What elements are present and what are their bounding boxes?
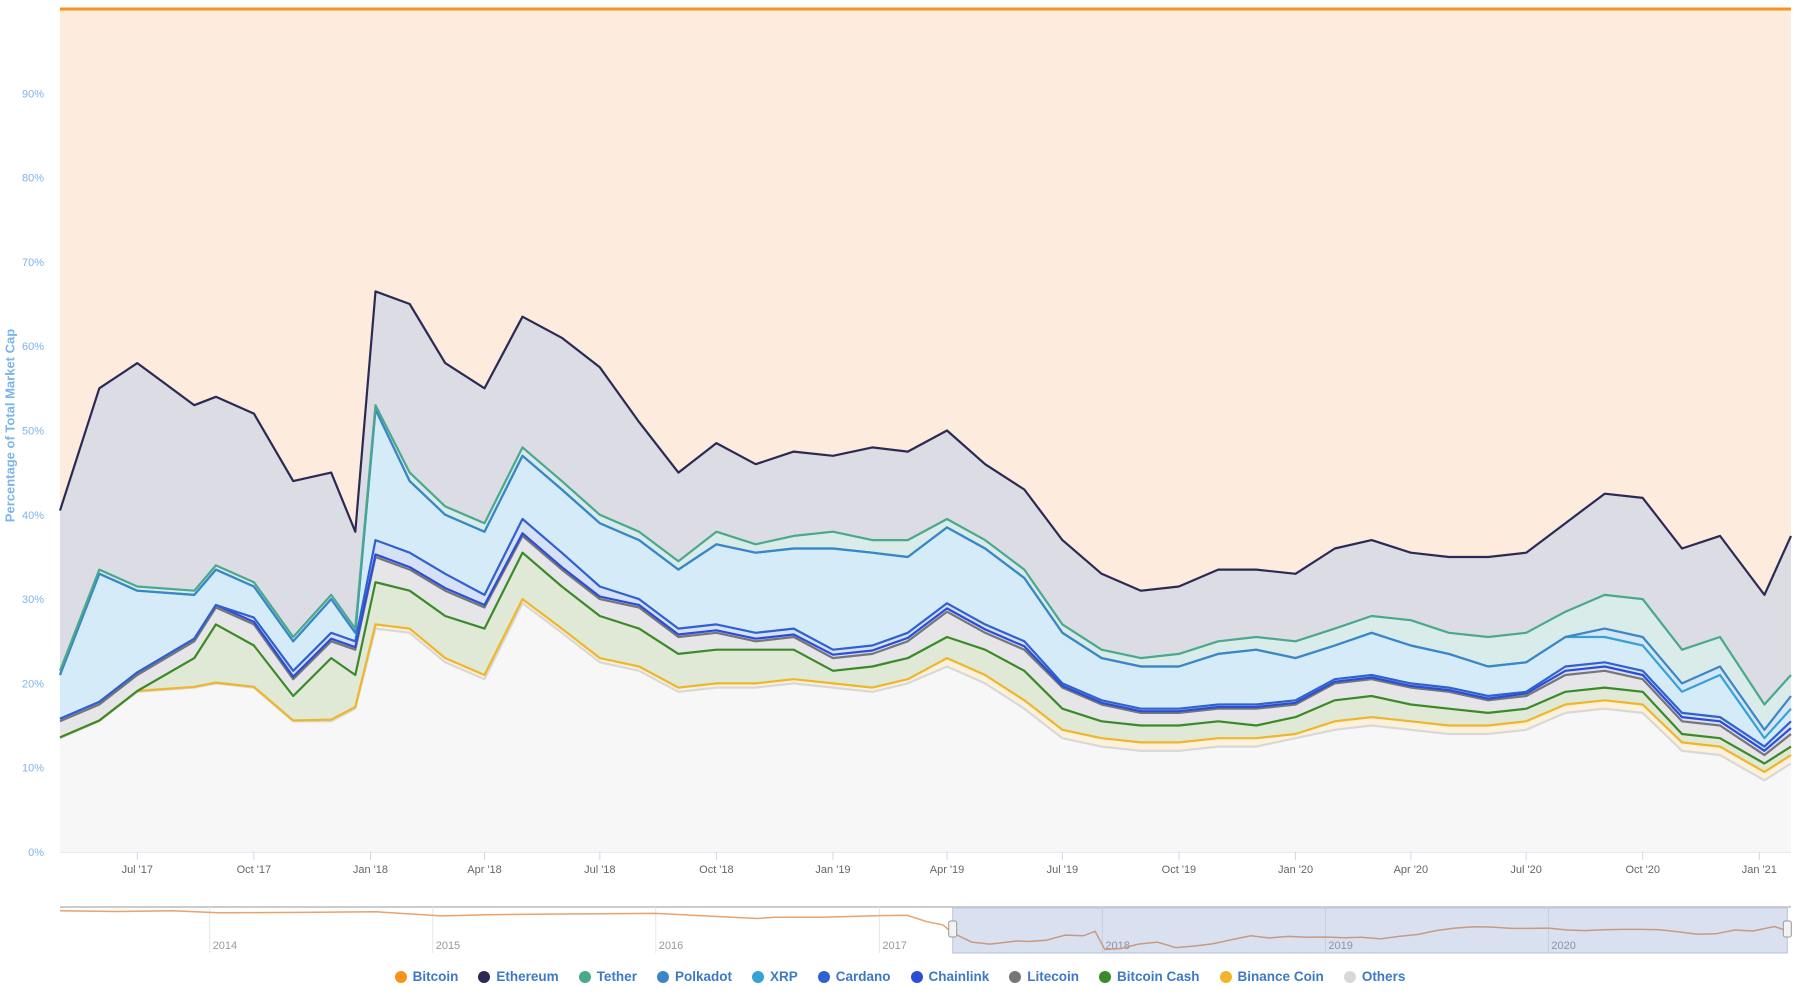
x-tick-label: Oct '19 [1162, 864, 1197, 876]
legend-label: Others [1361, 969, 1406, 984]
legend-item-cardano[interactable]: Cardano [817, 969, 891, 984]
x-tick-label: Oct '18 [699, 864, 734, 876]
navigator-year-label: 2016 [659, 940, 683, 952]
x-tick-label: Apr '18 [467, 864, 502, 876]
x-tick-label: Jan '21 [1742, 864, 1777, 876]
x-tick-label: Jul '18 [584, 864, 615, 876]
y-tick-label: 60% [22, 341, 44, 353]
x-tick-label: Jul '19 [1047, 864, 1078, 876]
legend-item-tether[interactable]: Tether [578, 969, 637, 984]
x-tick-label: Apr '19 [930, 864, 965, 876]
legend-label: Tether [596, 969, 637, 984]
legend-marker-icon [394, 970, 407, 983]
legend-item-bitcoin-cash[interactable]: Bitcoin Cash [1099, 969, 1200, 984]
y-tick-label: 0% [28, 847, 44, 859]
legend: Bitcoin Ethereum Tether Polkadot XRP Cardano C… [0, 969, 1800, 984]
area-others [60, 603, 1791, 852]
area-bitcoin [60, 9, 1791, 595]
line-ethereum [58, 290, 1793, 597]
legend-item-polkadot[interactable]: Polkadot [656, 969, 732, 984]
legend-item-others[interactable]: Others [1343, 969, 1406, 984]
navigator-series-line [59, 910, 1788, 951]
x-tick-label: Oct '17 [237, 864, 272, 876]
y-tick-label: 80% [22, 173, 44, 185]
y-tick-label: 70% [22, 257, 44, 269]
legend-label: Cardano [835, 969, 891, 984]
legend-label: Bitcoin Cash [1117, 969, 1200, 984]
area-fills [60, 9, 1791, 852]
line-tether [58, 404, 1792, 706]
x-tick-label: Jan '20 [1278, 864, 1313, 876]
legend-marker-icon [817, 970, 830, 983]
legend-label: Chainlink [928, 969, 990, 984]
y-tick-label: 10% [22, 763, 44, 775]
x-tick-label: Jul '20 [1510, 864, 1541, 876]
legend-label: Binance Coin [1237, 969, 1324, 984]
legend-label: XRP [769, 969, 798, 984]
y-tick-label: 20% [22, 678, 44, 690]
navigator-background [60, 907, 1791, 953]
legend-marker-icon [1099, 970, 1112, 983]
line-chainlink [59, 532, 1792, 752]
navigator-year-label: 2017 [882, 940, 906, 952]
line-cardano [59, 517, 1792, 748]
y-tick-label: 30% [22, 594, 44, 606]
navigator-right-handle[interactable] [1782, 920, 1792, 938]
legend-marker-icon [478, 970, 491, 983]
area-xrp [60, 409, 1791, 747]
navigator-year-label: 2020 [1551, 940, 1575, 952]
legend-marker-icon [751, 970, 764, 983]
navigator-year-label: 2019 [1328, 940, 1352, 952]
y-tick-label: 90% [22, 88, 44, 100]
x-tick-label: Oct '20 [1625, 864, 1660, 876]
legend-label: Litecoin [1027, 969, 1080, 984]
legend-item-binance-coin[interactable]: Binance Coin [1219, 969, 1324, 984]
legend-marker-icon [656, 970, 669, 983]
x-tick-label: Apr '20 [1394, 864, 1429, 876]
legend-item-chainlink[interactable]: Chainlink [910, 969, 990, 984]
x-tick-label: Jul '17 [122, 864, 153, 876]
legend-marker-icon [1009, 970, 1022, 983]
navigator-left-handle[interactable] [948, 920, 958, 938]
line-polkadot [58, 408, 1792, 731]
area-ethereum [60, 291, 1791, 705]
x-tick-label: Jan '19 [815, 864, 850, 876]
navigator-year-label: 2015 [436, 940, 460, 952]
navigator: 2014201520162017201820192020 [59, 906, 1792, 954]
line-bitcoin-cash [59, 551, 1792, 765]
line-litecoin [59, 534, 1792, 757]
y-axis-title: Percentage of Total Market Cap [2, 328, 18, 523]
area-bitcoin-cash [60, 552, 1791, 772]
legend-marker-icon [578, 970, 591, 983]
navigator-year-label: 2014 [213, 940, 237, 952]
legend-item-bitcoin[interactable]: Bitcoin [394, 969, 459, 984]
x-tick-label: Jan '18 [353, 864, 388, 876]
y-tick-label: 50% [22, 426, 44, 438]
legend-label: Polkadot [674, 969, 732, 984]
line-binance-coin [59, 597, 1792, 774]
legend-label: Bitcoin [412, 969, 459, 984]
legend-marker-icon [1219, 970, 1232, 983]
y-tick-label: 40% [22, 510, 44, 522]
navigator-selected-range[interactable] [952, 907, 1788, 954]
legend-label: Ethereum [496, 969, 559, 984]
legend-item-ethereum[interactable]: Ethereum [478, 969, 559, 984]
legend-marker-icon [1343, 970, 1356, 983]
series-lines [58, 7, 1793, 782]
legend-marker-icon [910, 970, 923, 983]
legend-item-litecoin[interactable]: Litecoin [1009, 969, 1079, 984]
line-others [59, 602, 1792, 782]
legend-item-xrp[interactable]: XRP [751, 969, 798, 984]
